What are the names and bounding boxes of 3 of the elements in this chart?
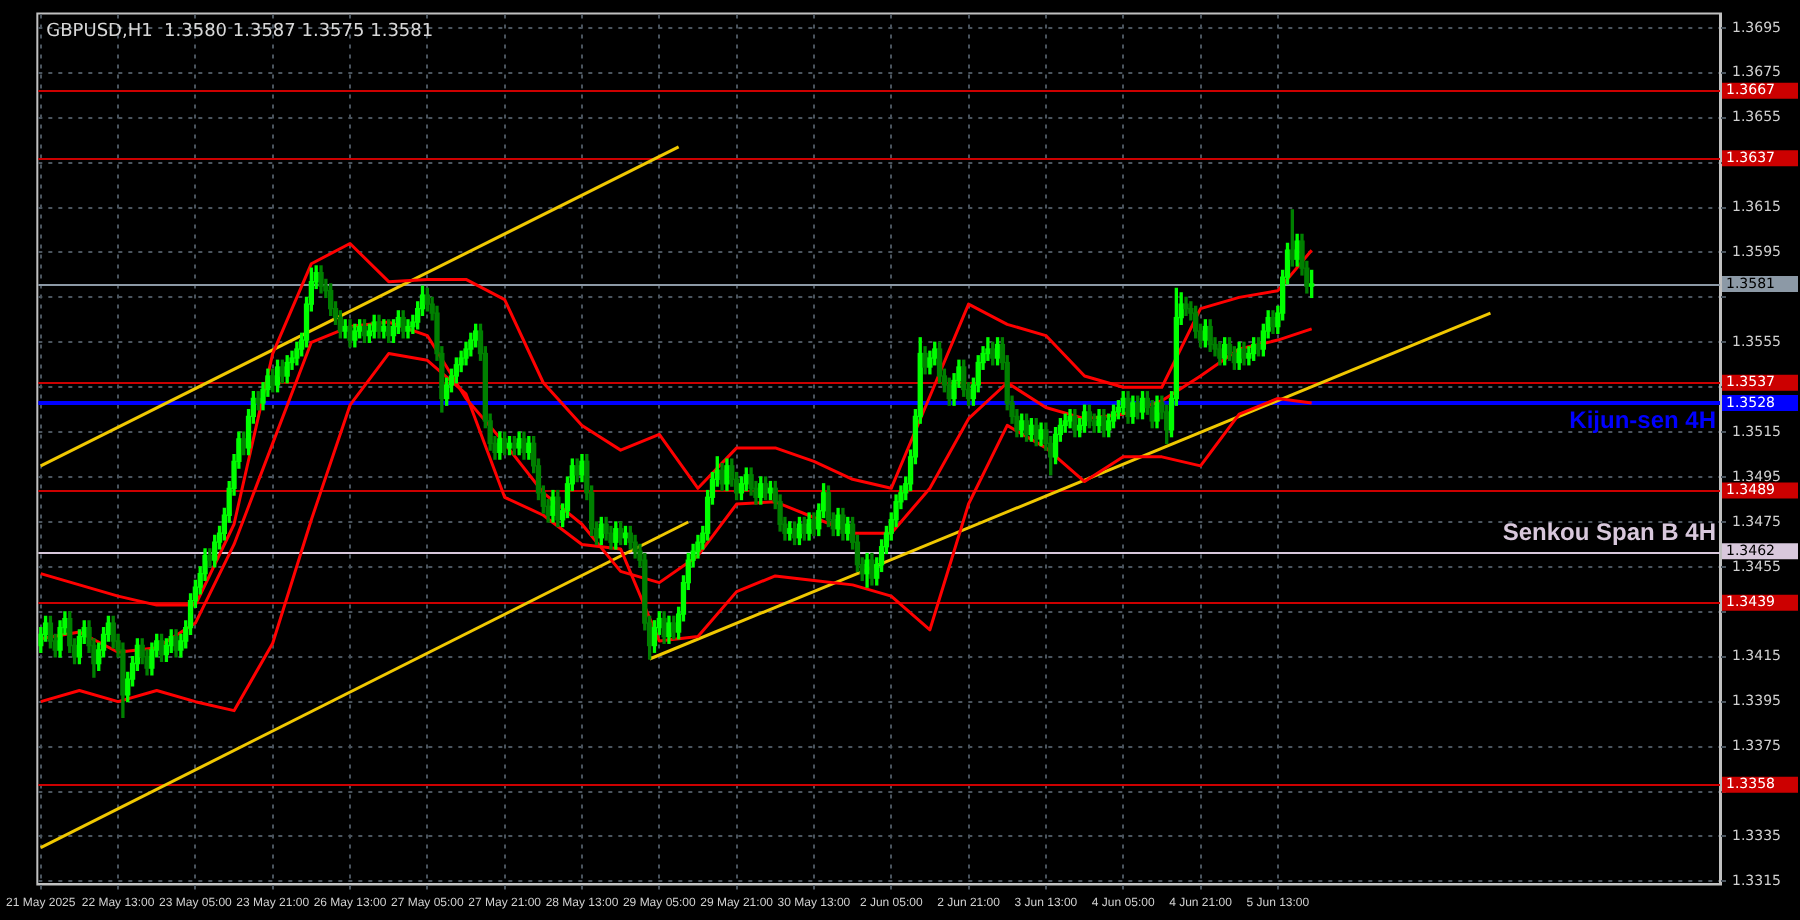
chart-title: GBPUSD,H1 1.3580 1.3587 1.3575 1.3581 <box>46 22 434 43</box>
annotation: Senkou Span B 4H <box>1502 517 1716 546</box>
annotation: Kijun-sen 4H <box>1569 405 1716 434</box>
